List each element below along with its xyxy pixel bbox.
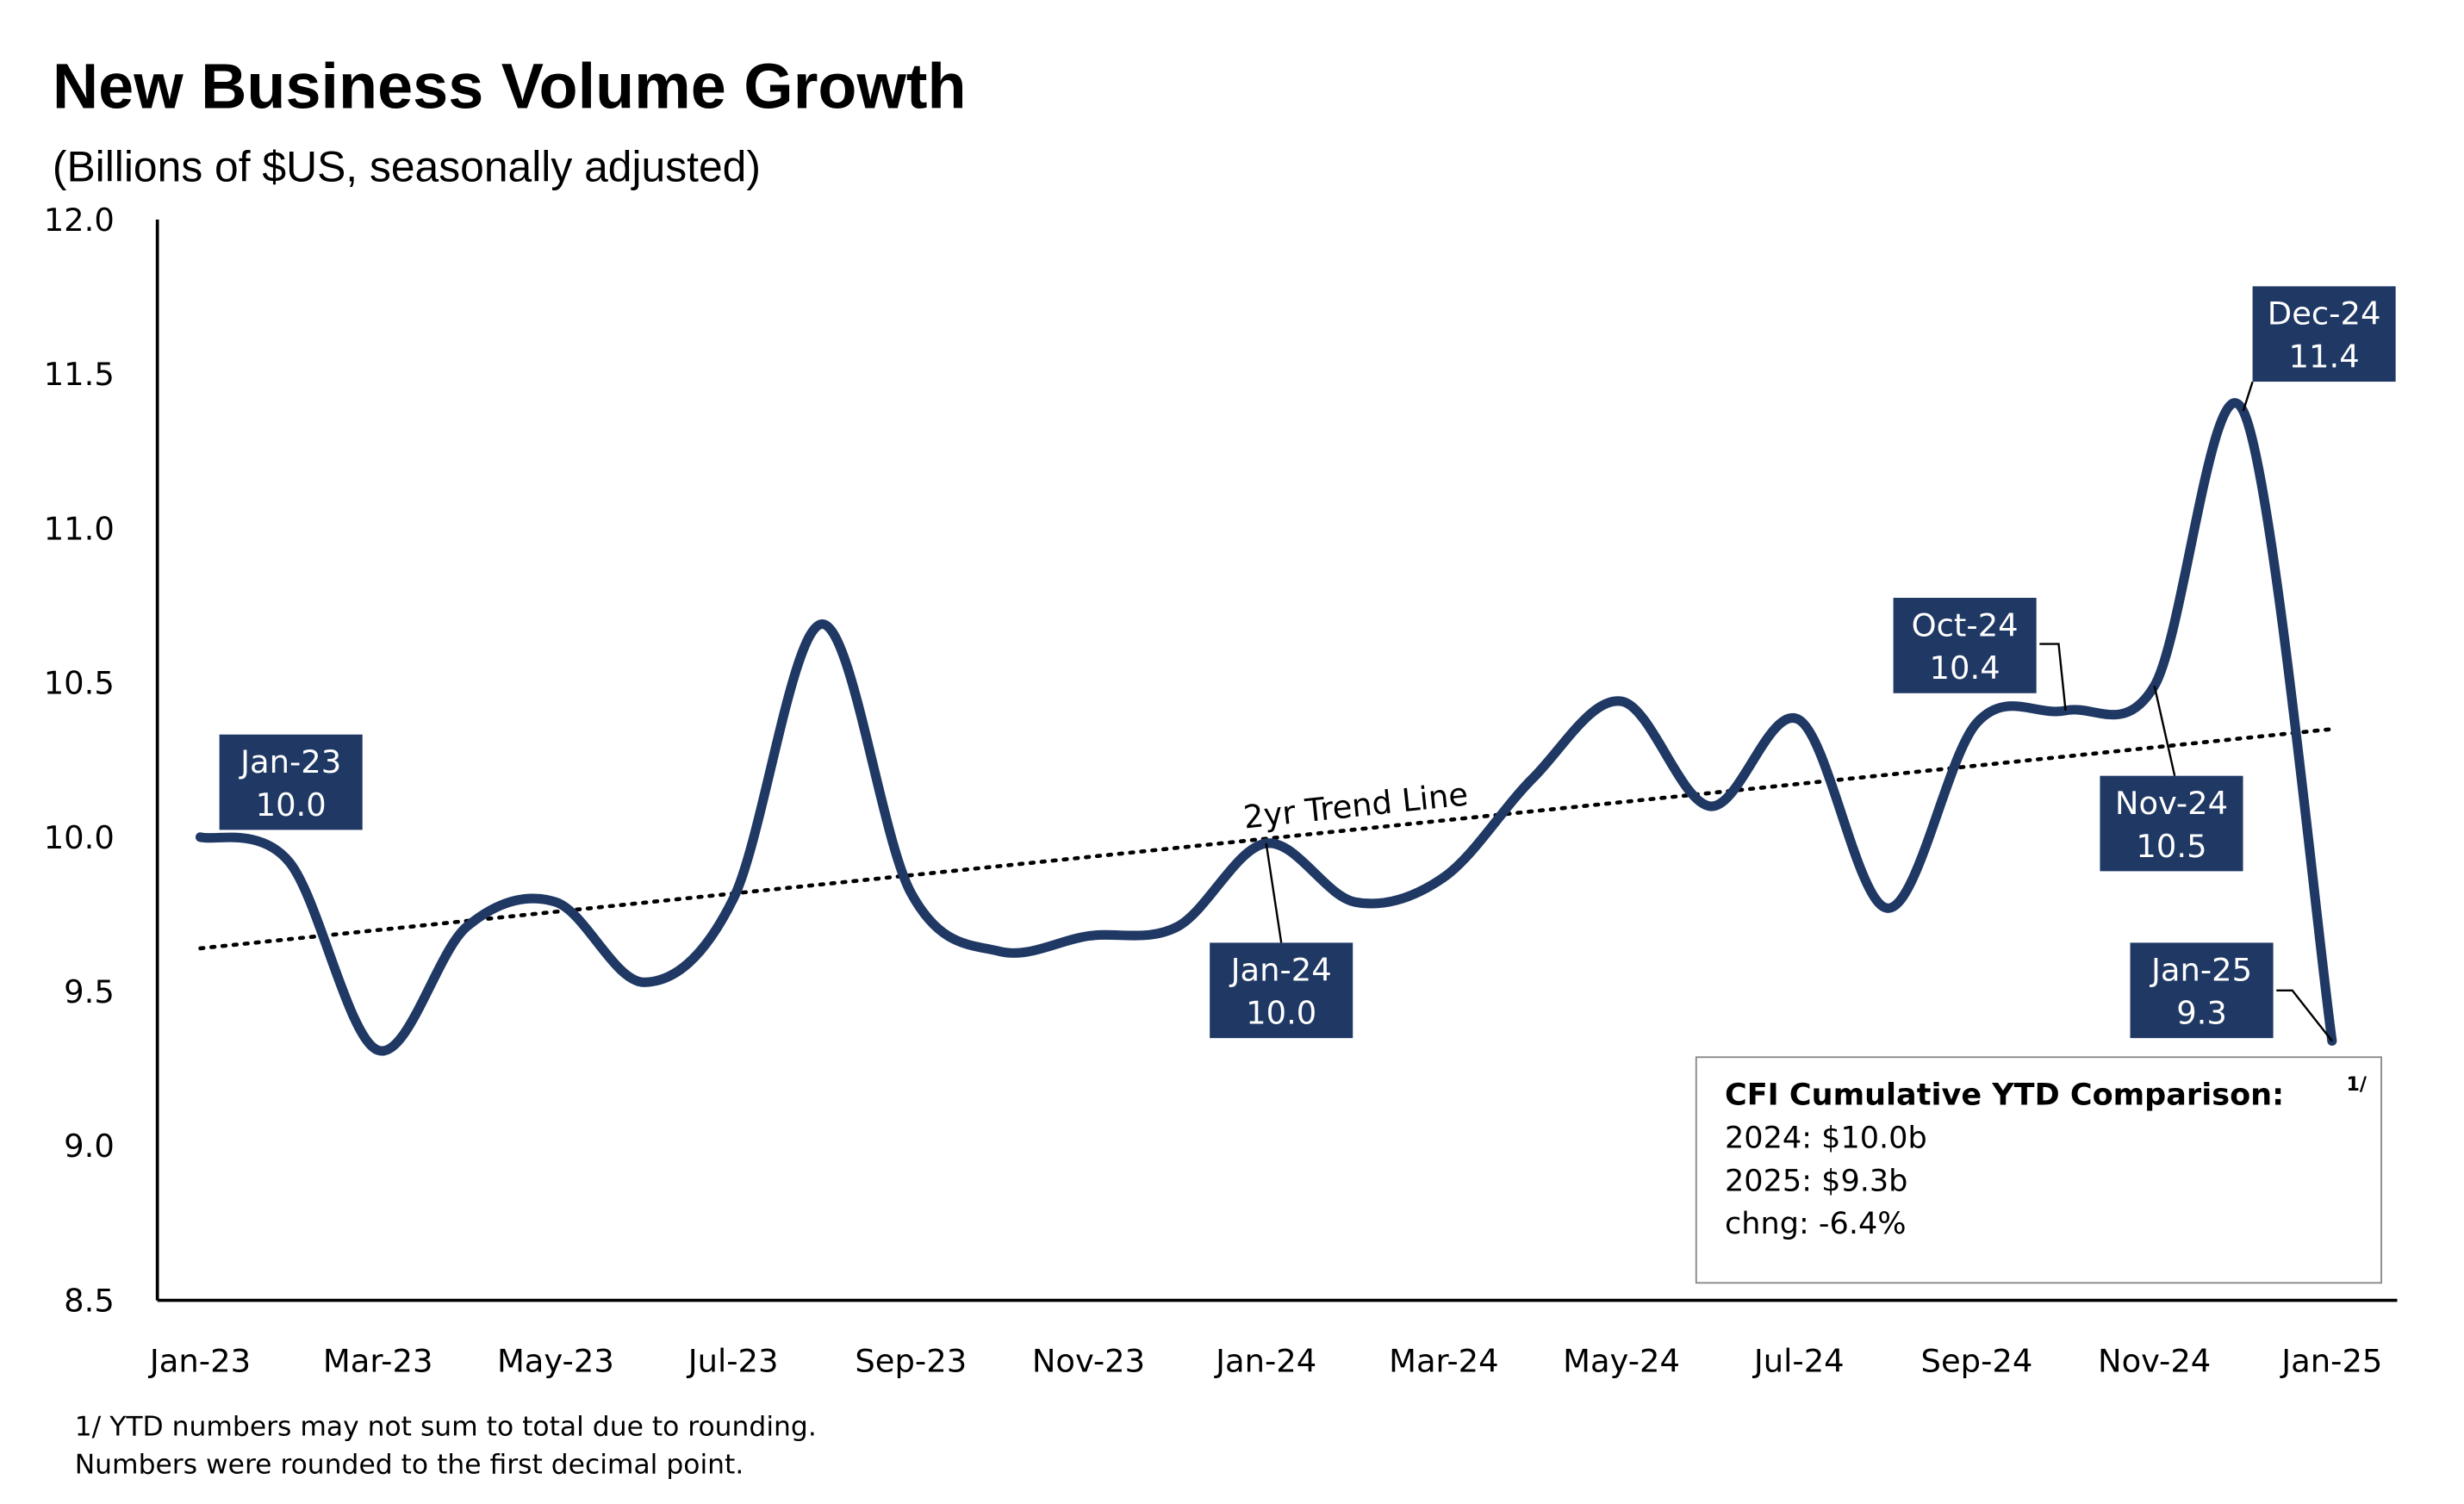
x-tick-label: Jan-24 bbox=[1214, 1343, 1316, 1380]
data-label-month: Nov-24 bbox=[2115, 785, 2228, 822]
data-label: Nov-24 10.5 bbox=[2100, 775, 2243, 872]
data-label-box bbox=[1893, 598, 2037, 693]
chart-title: New Business Volume Growth bbox=[53, 51, 967, 122]
data-label-box bbox=[2130, 942, 2274, 1039]
y-tick-label: 9.5 bbox=[64, 973, 115, 1010]
annotation-leader-line bbox=[2153, 685, 2176, 776]
data-label-month: Jan-23 bbox=[239, 743, 341, 780]
x-tick-label: Nov-24 bbox=[2098, 1343, 2211, 1380]
data-label: Jan-23 10.0 bbox=[219, 734, 363, 830]
annotation-leader-line bbox=[2276, 989, 2333, 1042]
x-tick-label: Sep-23 bbox=[855, 1343, 967, 1380]
x-tick-label: Jul-23 bbox=[687, 1343, 779, 1380]
data-label-box bbox=[2252, 286, 2396, 382]
data-label-month: Jan-24 bbox=[1229, 952, 1332, 989]
x-tick-label: Jul-24 bbox=[1752, 1343, 1845, 1380]
data-label: Jan-24 10.0 bbox=[1210, 942, 1353, 1039]
data-label-box bbox=[219, 734, 363, 830]
ytd-line-change: chng: -6.4% bbox=[1725, 1206, 1907, 1241]
data-label-value: 11.4 bbox=[2289, 338, 2360, 375]
x-tick-label: Jan-25 bbox=[2280, 1343, 2382, 1380]
data-label-value: 10.5 bbox=[2136, 828, 2206, 865]
data-label-box bbox=[1210, 942, 1353, 1039]
y-tick-label: 11.5 bbox=[44, 356, 115, 393]
y-tick-label: 10.5 bbox=[44, 665, 115, 702]
data-label-box bbox=[2100, 775, 2243, 872]
x-tick-label: Mar-24 bbox=[1389, 1343, 1499, 1380]
chart-subtitle: (Billions of $US, seasonally adjusted) bbox=[53, 143, 761, 191]
annotation-leader-line bbox=[2039, 643, 2067, 711]
data-label: Dec-24 11.4 bbox=[2252, 286, 2396, 382]
annotation-leader-line bbox=[1265, 842, 1283, 943]
annotation-leader-line bbox=[2242, 381, 2254, 412]
data-label-month: Dec-24 bbox=[2268, 295, 2381, 332]
ytd-line-2025: 2025: $9.3b bbox=[1725, 1163, 1907, 1198]
footnote-2: Numbers were rounded to the first decima… bbox=[75, 1450, 744, 1481]
data-label: Oct-24 10.4 bbox=[1893, 598, 2037, 693]
footnote-1: 1/ YTD numbers may not sum to total due … bbox=[75, 1411, 817, 1442]
series-line bbox=[195, 398, 2337, 1056]
y-tick-label: 11.0 bbox=[44, 510, 115, 547]
data-label: Jan-25 9.3 bbox=[2130, 942, 2274, 1039]
data-label-month: Oct-24 bbox=[1912, 606, 2019, 643]
x-tick-label: Sep-24 bbox=[1921, 1343, 2033, 1380]
y-tick-label: 9.0 bbox=[64, 1128, 115, 1165]
data-label-value: 10.0 bbox=[1246, 995, 1316, 1032]
ytd-line-2024: 2024: $10.0b bbox=[1725, 1120, 1927, 1155]
x-tick-label: Mar-23 bbox=[323, 1343, 433, 1380]
ytd-comparison-box bbox=[1695, 1056, 2382, 1284]
x-tick-label: May-23 bbox=[497, 1343, 614, 1380]
data-label-value: 9.3 bbox=[2176, 995, 2227, 1032]
data-label-month: Jan-25 bbox=[2150, 952, 2252, 989]
ytd-footnote-mark: 1/ bbox=[2346, 1073, 2367, 1096]
data-label-value: 10.4 bbox=[1930, 649, 2000, 687]
x-tick-label: Nov-23 bbox=[1032, 1343, 1145, 1380]
x-tick-label: Jan-23 bbox=[148, 1343, 251, 1380]
y-tick-label: 12.0 bbox=[44, 202, 115, 239]
y-tick-label: 8.5 bbox=[64, 1282, 115, 1319]
y-tick-label: 10.0 bbox=[44, 819, 115, 856]
trend-line-label: 2yr Trend Line bbox=[1241, 775, 1470, 836]
data-label-value: 10.0 bbox=[256, 786, 327, 823]
ytd-title: CFI Cumulative YTD Comparison: bbox=[1725, 1078, 2284, 1113]
x-tick-label: May-24 bbox=[1563, 1343, 1680, 1380]
